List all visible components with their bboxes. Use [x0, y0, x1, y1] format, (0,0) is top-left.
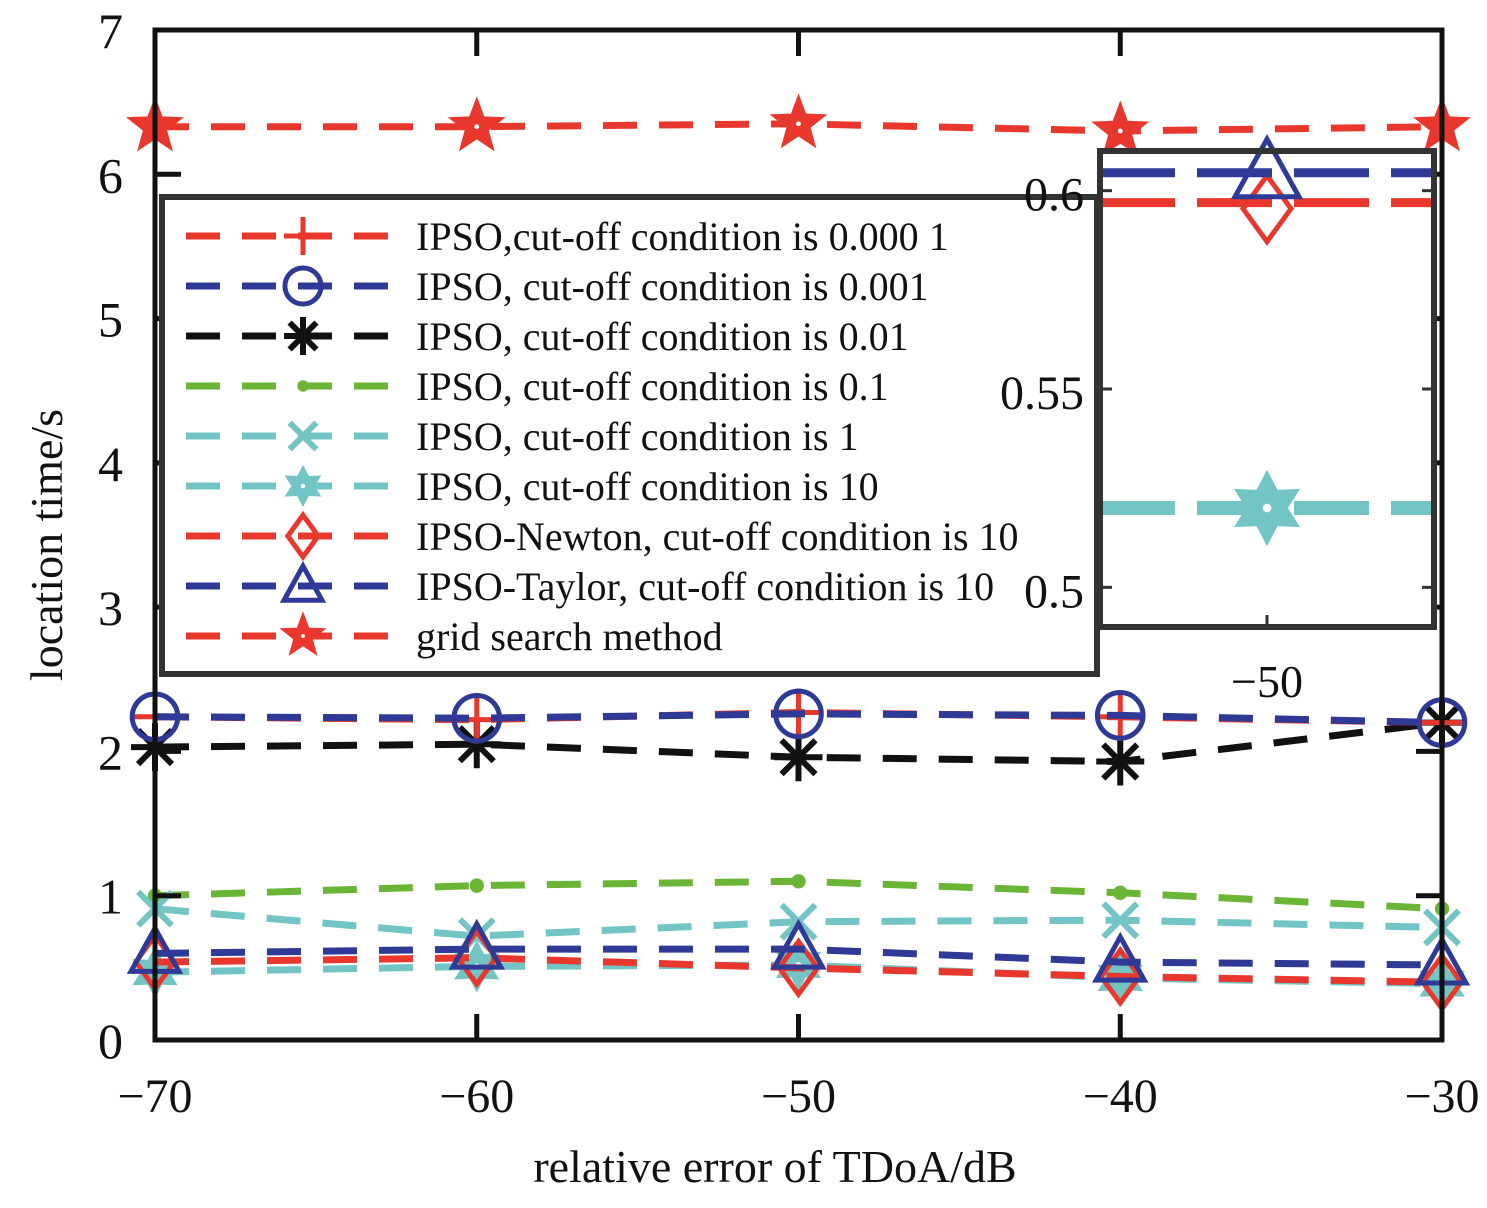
inset-y-tick-label: 0.5 — [1024, 565, 1084, 618]
x-tick-label: −40 — [1083, 1070, 1158, 1123]
data-point-s3-4 — [1096, 738, 1144, 786]
y-tick-label: 5 — [98, 292, 123, 348]
legend-label: IPSO, cut-off condition is 0.001 — [416, 264, 929, 309]
inset-y-tick-label: 0.6 — [1024, 169, 1084, 222]
legend-label: IPSO, cut-off condition is 10 — [416, 464, 879, 509]
data-point-s4-2 — [470, 878, 484, 892]
inset-background — [1100, 151, 1434, 627]
data-point-s9-4 — [1094, 103, 1147, 153]
data-point-s9-3 — [772, 96, 824, 146]
legend-label: IPSO-Taylor, cut-off condition is 10 — [416, 564, 994, 609]
data-point-s9-2 — [451, 99, 504, 149]
x-tick-label: −30 — [1404, 1070, 1479, 1123]
y-tick-label: 6 — [98, 147, 123, 203]
legend-item-8: IPSO-Taylor, cut-off condition is 10 — [186, 564, 994, 609]
legend: IPSO,cut-off condition is 0.000 1 IPSO, c… — [162, 197, 1097, 674]
y-tick-label: 3 — [98, 580, 123, 636]
x-tick-label: −50 — [761, 1070, 836, 1123]
inset-y-tick-label: 0.55 — [1000, 367, 1084, 420]
inset-point-hexagram-center — [1263, 504, 1272, 513]
y-tick-label: 2 — [98, 724, 123, 780]
legend-label: IPSO, cut-off condition is 0.01 — [416, 314, 909, 359]
data-point-s4-3 — [791, 874, 805, 888]
series-4 — [148, 874, 1449, 916]
x-axis-label: relative error of TDoA/dB — [533, 1141, 1016, 1192]
legend-label: IPSO-Newton, cut-off condition is 10 — [416, 514, 1019, 559]
legend-marker-center — [301, 634, 305, 638]
inset-x-tick-label: −50 — [1231, 656, 1303, 707]
x-tick-label: −70 — [117, 1070, 192, 1123]
legend-label: IPSO,cut-off condition is 0.000 1 — [416, 214, 949, 259]
legend-label: IPSO, cut-off condition is 0.1 — [416, 364, 889, 409]
y-tick-label: 7 — [98, 3, 123, 59]
data-point-s9-3-center — [796, 121, 801, 126]
y-tick-label: 0 — [98, 1013, 123, 1069]
x-tick-label: −60 — [439, 1070, 514, 1123]
data-point-s9-4-center — [1118, 129, 1123, 134]
data-point-s4-4 — [1113, 886, 1127, 900]
legend-marker — [297, 380, 308, 391]
legend-marker — [284, 317, 322, 355]
legend-marker-center — [301, 484, 306, 489]
legend-label: IPSO, cut-off condition is 1 — [416, 414, 859, 459]
y-tick-label: 4 — [98, 436, 123, 492]
data-point-s9-2-center — [474, 124, 479, 129]
legend-label: grid search method — [416, 614, 723, 659]
y-tick-label: 1 — [98, 869, 123, 925]
chart: −70 −60 −50 −40 −30 0 1 2 3 4 5 6 7 IPSO,cut-off con… — [0, 0, 1487, 1208]
data-point-s3-3 — [775, 733, 823, 781]
y-axis-label: location time/s — [21, 409, 72, 681]
